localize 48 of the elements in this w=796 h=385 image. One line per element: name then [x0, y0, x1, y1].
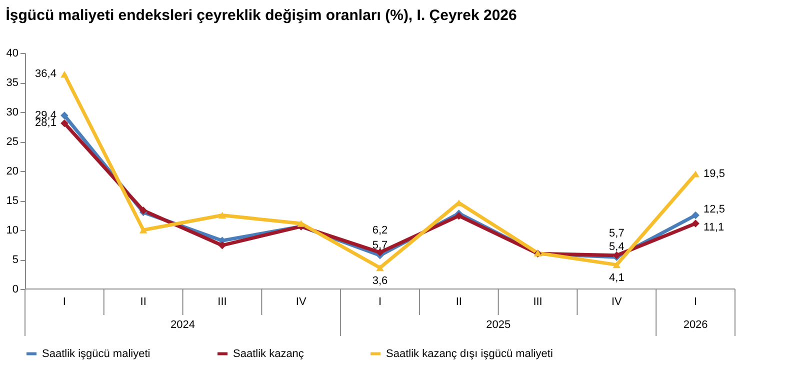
data-label: 12,5	[704, 203, 725, 216]
text: 2026	[683, 319, 708, 331]
text: 2025	[486, 319, 511, 331]
data-label: 28,1	[35, 117, 56, 130]
point	[376, 264, 384, 272]
point	[612, 261, 621, 268]
x-tick-label: II	[456, 296, 462, 308]
x-tick-label: III	[533, 296, 542, 308]
data-label: 3,6	[372, 274, 388, 287]
legend-label: Saatlik kazanç dışı işgücü maliyeti	[386, 348, 553, 360]
x-tick-label: IV	[296, 296, 307, 308]
point	[455, 212, 463, 220]
chart-title: İşgücü maliyeti endeksleri çeyreklik değişim oranları (%), I. Çeyrek 2026	[6, 7, 517, 24]
point	[60, 112, 68, 120]
x-tick-label: III	[218, 296, 227, 308]
data-label: 11,1	[704, 222, 724, 234]
data-label: 5,7	[372, 239, 388, 252]
point	[139, 226, 148, 234]
x-tick-label: IV	[611, 296, 623, 308]
data-label: 19,5	[704, 168, 725, 180]
data-label: 5,7	[609, 227, 624, 240]
text: 2024	[170, 319, 196, 331]
point	[60, 119, 68, 128]
data-label: 6,2	[372, 224, 388, 236]
x-tick-label: I	[62, 296, 66, 308]
point	[60, 70, 68, 78]
x-tick-label: II	[140, 296, 146, 308]
point	[218, 212, 226, 219]
y-tick-label: 20	[6, 166, 18, 178]
x-tick-label: I	[378, 296, 382, 308]
legend-label: Saatlik işgücü maliyeti	[42, 348, 150, 360]
point	[297, 220, 305, 227]
point	[692, 211, 700, 220]
y-tick-label: 15	[6, 195, 18, 207]
legend-label: Saatlik kazanç	[233, 348, 304, 360]
y-tick-label: 10	[6, 224, 18, 236]
y-tick-label: 25	[6, 136, 18, 148]
data-label: 4,1	[609, 272, 624, 284]
y-tick-label: 35	[6, 77, 18, 89]
point	[218, 241, 226, 250]
y-tick-label: 30	[6, 106, 18, 118]
y-tick-label: 0	[12, 284, 18, 296]
y-tick-label: 5	[12, 254, 18, 266]
y-tick-label: 40	[6, 48, 18, 60]
data-label: 36,4	[35, 68, 56, 80]
data-label: 5,4	[609, 241, 624, 254]
point	[692, 220, 700, 228]
x-tick-label: I	[694, 296, 698, 308]
